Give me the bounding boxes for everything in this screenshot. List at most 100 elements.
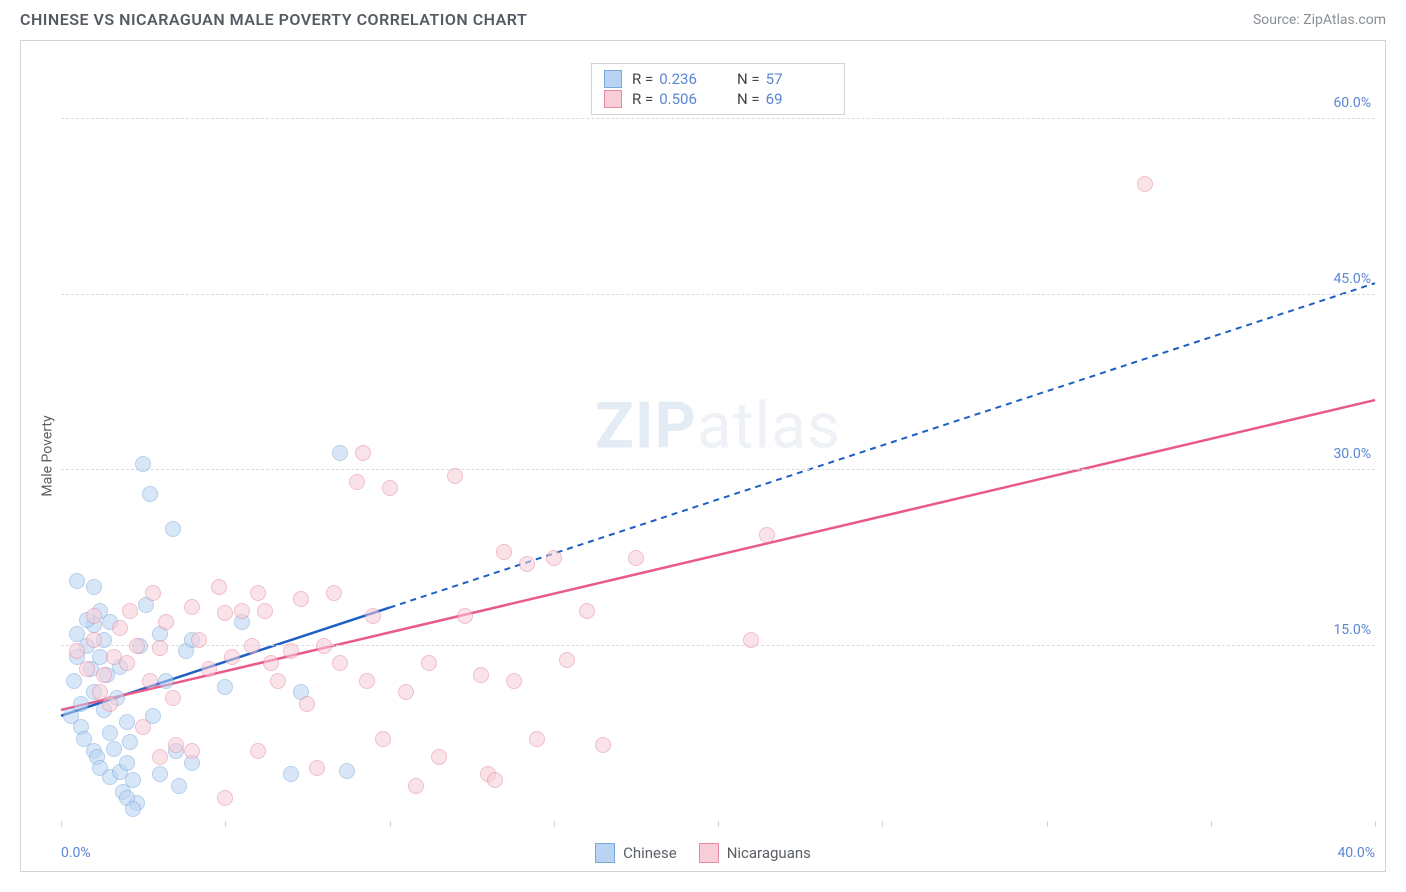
- data-point: [339, 763, 355, 779]
- data-point: [96, 667, 112, 683]
- data-point: [86, 632, 102, 648]
- data-point: [86, 608, 102, 624]
- data-point: [365, 608, 381, 624]
- y-tick-label: 30.0%: [1333, 446, 1377, 462]
- data-point: [73, 696, 89, 712]
- data-point: [743, 632, 759, 648]
- data-point: [145, 585, 161, 601]
- chart-source: Source: ZipAtlas.com: [1253, 12, 1386, 28]
- data-point: [283, 643, 299, 659]
- x-tick: [554, 821, 555, 827]
- data-point: [375, 731, 391, 747]
- data-point: [332, 655, 348, 671]
- x-tick: [1047, 821, 1048, 827]
- data-point: [421, 655, 437, 671]
- chart-header: CHINESE VS NICARAGUAN MALE POVERTY CORRE…: [0, 0, 1406, 35]
- data-point: [69, 643, 85, 659]
- correlation-row-nicaraguans: R = 0.506 N = 69: [602, 89, 834, 109]
- y-axis-label: Male Poverty: [40, 415, 56, 496]
- data-point: [66, 673, 82, 689]
- data-point: [102, 725, 118, 741]
- data-point: [122, 603, 138, 619]
- data-point: [201, 661, 217, 677]
- data-point: [217, 679, 233, 695]
- data-point: [122, 734, 138, 750]
- data-point: [447, 468, 463, 484]
- data-point: [595, 737, 611, 753]
- data-point: [211, 579, 227, 595]
- data-point: [135, 719, 151, 735]
- plot-area: ZIPatlas R = 0.236 N = 57 R = 0.506 N = …: [61, 61, 1375, 821]
- y-tick-label: 15.0%: [1333, 622, 1377, 638]
- data-point: [135, 456, 151, 472]
- data-point: [519, 556, 535, 572]
- data-point: [152, 749, 168, 765]
- data-point: [224, 649, 240, 665]
- swatch-chinese: [604, 70, 622, 88]
- data-point: [158, 614, 174, 630]
- data-point: [171, 778, 187, 794]
- data-point: [152, 640, 168, 656]
- data-point: [125, 801, 141, 817]
- data-point: [168, 737, 184, 753]
- x-tick: [1211, 821, 1212, 827]
- data-point: [496, 544, 512, 560]
- data-point: [579, 603, 595, 619]
- data-point: [184, 599, 200, 615]
- data-point: [69, 573, 85, 589]
- data-point: [359, 673, 375, 689]
- r-nicaraguans: R = 0.506: [632, 90, 727, 108]
- x-tick: [882, 821, 883, 827]
- data-point: [759, 527, 775, 543]
- data-point: [112, 620, 128, 636]
- data-point: [1137, 176, 1153, 192]
- gridline: [61, 118, 1375, 119]
- x-tick: [61, 821, 62, 827]
- data-point: [316, 638, 332, 654]
- data-point: [332, 445, 348, 461]
- data-point: [457, 608, 473, 624]
- r-chinese: R = 0.236: [632, 70, 727, 88]
- data-point: [86, 579, 102, 595]
- data-point: [217, 790, 233, 806]
- n-nicaraguans: N = 69: [737, 90, 832, 108]
- data-point: [142, 673, 158, 689]
- data-point: [217, 605, 233, 621]
- data-point: [628, 550, 644, 566]
- data-point: [309, 760, 325, 776]
- y-tick-label: 45.0%: [1333, 271, 1377, 287]
- data-point: [263, 655, 279, 671]
- data-point: [119, 655, 135, 671]
- data-point: [191, 632, 207, 648]
- data-point: [119, 755, 135, 771]
- data-point: [473, 667, 489, 683]
- data-point: [299, 696, 315, 712]
- data-point: [270, 673, 286, 689]
- n-chinese: N = 57: [737, 70, 832, 88]
- data-point: [257, 603, 273, 619]
- legend-item-chinese: Chinese: [595, 843, 677, 863]
- data-point: [398, 684, 414, 700]
- legend-item-nicaraguans: Nicaraguans: [699, 843, 811, 863]
- data-point: [102, 696, 118, 712]
- swatch-nicaraguans: [604, 90, 622, 108]
- data-point: [506, 673, 522, 689]
- data-point: [546, 550, 562, 566]
- data-point: [106, 741, 122, 757]
- legend-label-nicaraguans: Nicaraguans: [727, 844, 811, 862]
- data-point: [559, 652, 575, 668]
- data-point: [165, 521, 181, 537]
- data-point: [349, 474, 365, 490]
- data-point: [244, 638, 260, 654]
- legend-label-chinese: Chinese: [623, 844, 677, 862]
- correlation-row-chinese: R = 0.236 N = 57: [602, 69, 834, 89]
- series-legend: Chinese Nicaraguans: [21, 843, 1385, 863]
- chart-title: CHINESE VS NICARAGUAN MALE POVERTY CORRE…: [20, 10, 527, 29]
- x-tick: [225, 821, 226, 827]
- data-point: [408, 778, 424, 794]
- data-point: [142, 486, 158, 502]
- x-tick: [390, 821, 391, 827]
- data-point: [165, 690, 181, 706]
- data-point: [487, 772, 503, 788]
- y-tick-label: 60.0%: [1333, 95, 1377, 111]
